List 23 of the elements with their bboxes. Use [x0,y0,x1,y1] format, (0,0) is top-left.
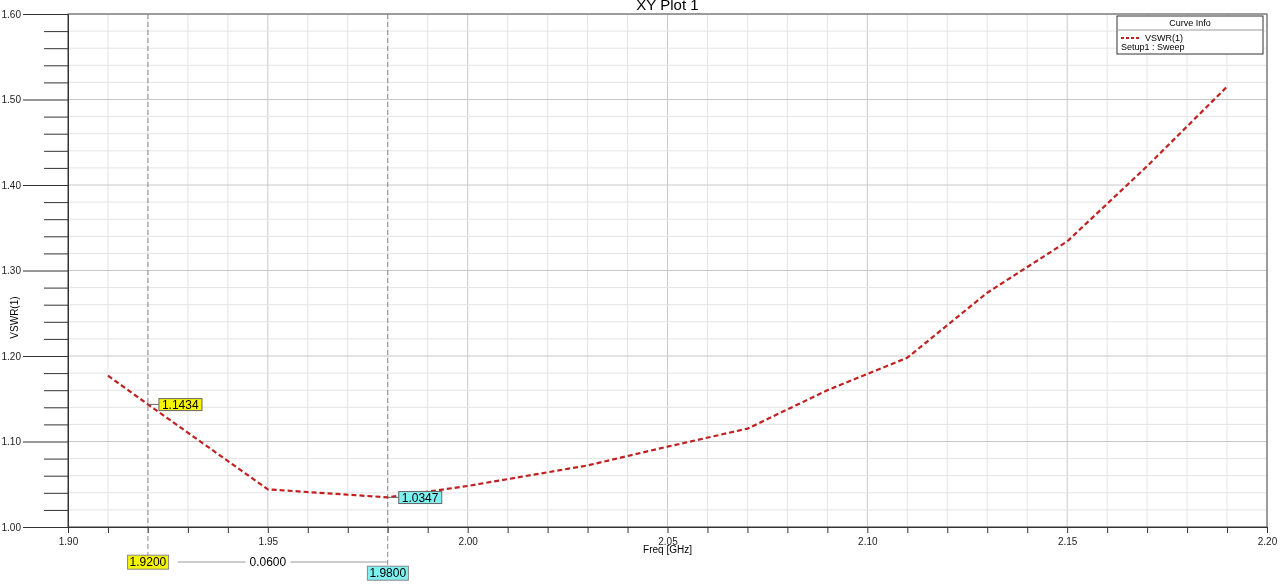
y-tick-label: 1.20 [1,350,22,362]
annotation: 1.1434 [161,397,199,412]
text: 0.0600 [249,555,287,570]
chart-title: XY Plot 1 [636,0,699,13]
x-tick-label: 2.00 [458,536,479,547]
annotation: 1.0347 [401,490,439,505]
y-tick-label: 1.30 [1,265,22,277]
x-tick-label: 2.20 [1257,536,1278,547]
ref-line-label: 1.9200 [129,555,167,570]
y-axis-title: VSWR(1) [9,296,20,339]
y-tick-label: 1.60 [1,8,22,20]
y-tick-label: 1.10 [1,436,22,448]
y-tick-label: 1.50 [1,94,22,106]
y-tick-label: 1.00 [1,521,22,533]
y-tick-label: 1.40 [1,179,22,191]
legend-title: Curve Info [1169,18,1211,28]
x-tick-label: 2.10 [858,536,878,547]
legend-label: VSWR(1) [1145,33,1183,43]
x-tick-label: 1.90 [58,536,79,547]
ref-line-label: 1.9800 [369,566,407,581]
x-tick-label: 1.95 [258,536,279,547]
annotation: Setup1 : Sweep [1121,42,1185,52]
x-tick-label: 2.15 [1057,536,1078,547]
